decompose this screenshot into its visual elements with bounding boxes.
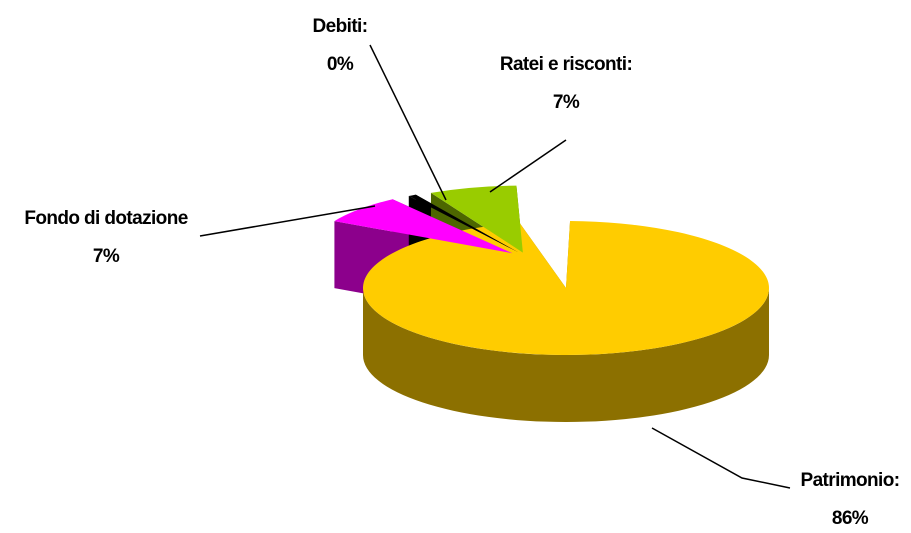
leader-ratei <box>490 140 566 192</box>
slice-label-ratei-name: Ratei e risconti: <box>500 54 632 75</box>
slice-label-patrimonio-percent: 86% <box>832 508 869 528</box>
slice-label-patrimonio-name: Patrimonio: <box>801 470 900 491</box>
slice-label-fondo-name: Fondo di dotazione <box>24 208 187 229</box>
slice-label-debiti-name: Debiti: <box>313 16 368 37</box>
slice-label-debiti-percent: 0% <box>327 54 354 75</box>
slice-label-ratei-percent: 7% <box>553 92 580 113</box>
leader-patrimonio <box>652 428 790 488</box>
leader-debiti <box>370 45 446 200</box>
slice-label-fondo-percent: 7% <box>93 246 120 267</box>
slice-patrimonio <box>363 221 769 355</box>
